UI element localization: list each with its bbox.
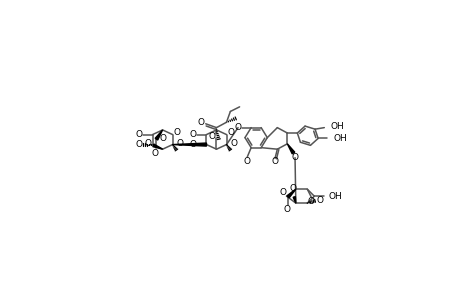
- Text: OH: OH: [333, 134, 347, 143]
- Text: O: O: [230, 139, 237, 148]
- Text: O: O: [151, 148, 158, 158]
- Text: O: O: [279, 188, 285, 197]
- Text: O: O: [243, 157, 250, 166]
- Text: O: O: [208, 132, 215, 141]
- Text: OH: OH: [328, 192, 342, 201]
- Text: O: O: [159, 134, 166, 143]
- Text: O: O: [197, 118, 204, 127]
- Text: O: O: [189, 140, 196, 149]
- Text: O: O: [291, 153, 298, 162]
- Text: O: O: [316, 196, 323, 205]
- Text: O: O: [227, 128, 234, 137]
- Text: O: O: [144, 139, 151, 148]
- Text: O: O: [289, 184, 296, 193]
- Polygon shape: [286, 189, 295, 198]
- Text: O: O: [271, 157, 278, 166]
- Polygon shape: [287, 144, 294, 154]
- Text: O: O: [174, 128, 180, 137]
- Text: O: O: [135, 140, 142, 149]
- Text: O: O: [176, 139, 184, 148]
- Text: O: O: [282, 205, 290, 214]
- Text: O: O: [189, 130, 196, 139]
- Polygon shape: [152, 144, 162, 149]
- Polygon shape: [292, 196, 295, 203]
- Polygon shape: [155, 130, 162, 140]
- Text: OH: OH: [330, 122, 343, 131]
- Text: O: O: [135, 130, 142, 139]
- Polygon shape: [172, 143, 206, 146]
- Text: O: O: [234, 123, 241, 132]
- Text: O: O: [307, 197, 314, 206]
